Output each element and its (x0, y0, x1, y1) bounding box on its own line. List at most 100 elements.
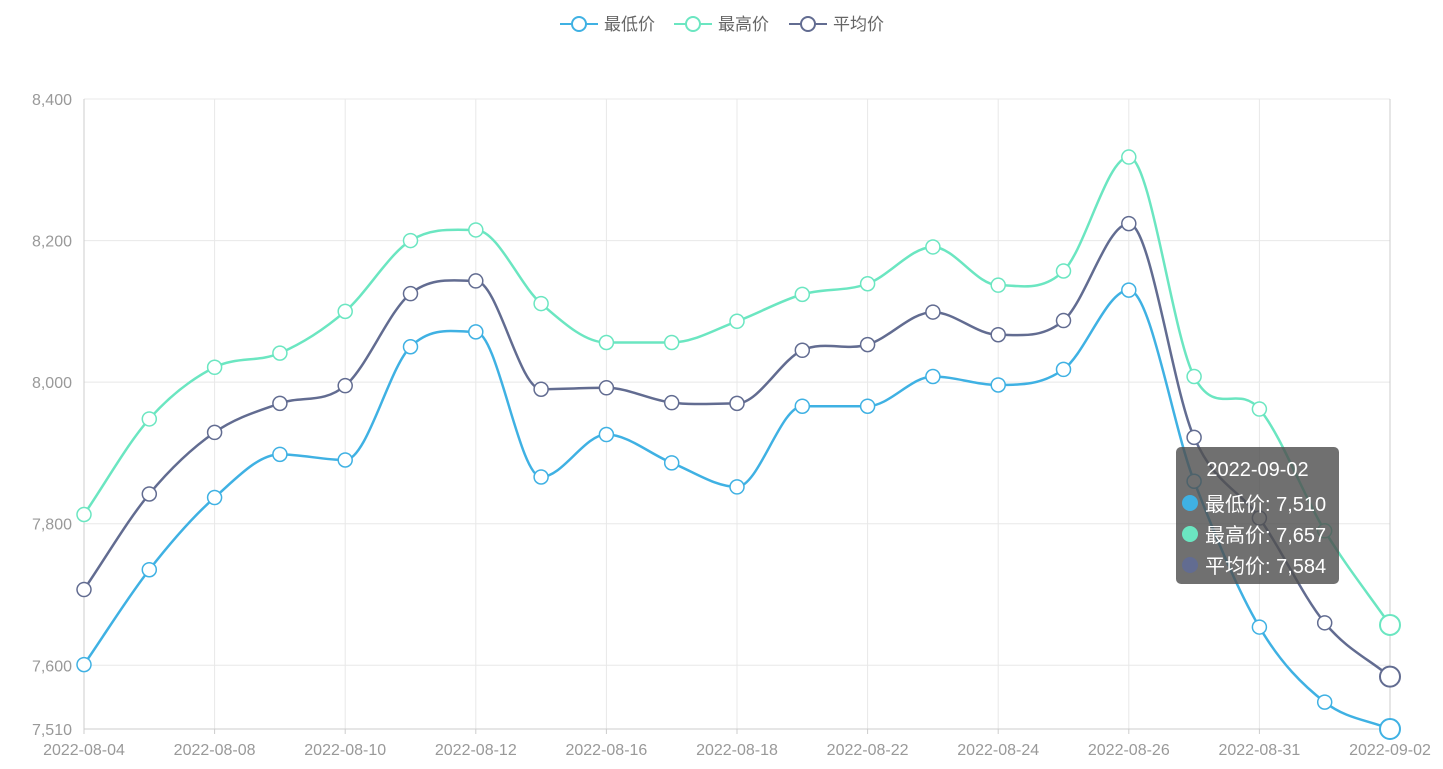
data-point (468, 324, 484, 340)
data-point (1316, 694, 1333, 710)
y-tick-label: 8,000 (32, 375, 72, 392)
data-point (76, 581, 92, 598)
data-point (859, 398, 876, 414)
data-point (663, 394, 680, 411)
data-point (272, 345, 288, 361)
x-tick-label: 2022-08-04 (43, 742, 125, 759)
data-point (1379, 613, 1401, 636)
y-tick-label: 7,510 (32, 722, 72, 739)
data-point (1379, 718, 1401, 740)
data-point (990, 326, 1006, 343)
data-point (729, 395, 745, 412)
y-tick-label: 7,600 (32, 658, 72, 675)
y-tick-label: 8,400 (32, 92, 72, 109)
data-point (141, 411, 158, 427)
data-point (1121, 215, 1137, 232)
y-tick-label: 8,200 (32, 234, 72, 251)
tooltip-dot-max (1182, 525, 1198, 542)
data-point (729, 479, 745, 495)
x-tick-label: 2022-08-22 (827, 742, 909, 759)
series-points (76, 149, 1401, 740)
x-tick-label: 2022-08-18 (696, 742, 778, 759)
tooltip-title: 2022-09-02 (1206, 459, 1309, 481)
data-point (598, 426, 615, 443)
x-tick-label: 2022-08-24 (957, 742, 1039, 759)
data-point (76, 656, 92, 673)
data-point (337, 377, 353, 394)
data-point (402, 232, 419, 249)
data-point (1316, 615, 1333, 631)
data-point (990, 377, 1006, 393)
x-tick-label: 2022-08-08 (174, 742, 256, 759)
legend-marker (685, 16, 701, 32)
x-tick-label: 2022-08-26 (1088, 742, 1170, 759)
data-point (206, 424, 223, 441)
data-point (337, 452, 353, 468)
data-point (990, 277, 1006, 293)
data-point (141, 486, 158, 502)
tooltip-label: 平均价: 7,584 (1205, 556, 1327, 578)
data-point (859, 336, 876, 353)
axes: 7,510 7,600 7,800 8,000 8,200 8,400 2022-08-04… (32, 92, 1431, 759)
data-point (76, 506, 92, 523)
data-point (794, 398, 811, 414)
data-point (1121, 282, 1137, 298)
x-tick-label: 2022-08-10 (304, 742, 386, 759)
data-point (206, 489, 223, 506)
legend-marker (571, 16, 587, 32)
legend-label: 最低价 (604, 15, 655, 34)
data-point (598, 380, 615, 396)
data-point (468, 273, 484, 289)
data-point (141, 561, 158, 578)
x-tick-label: 2022-08-31 (1218, 742, 1300, 759)
tooltip-row: 最高价: 7,657 (1176, 518, 1339, 549)
x-tick-label: 2022-08-12 (435, 742, 517, 759)
legend: 最低价 最高价 平均价 (560, 15, 884, 34)
tooltip-dot-min (1182, 494, 1198, 511)
data-point (925, 304, 941, 320)
data-point (663, 455, 680, 471)
tooltip: 2022-09-02 最低价: 7,510 最高价: 7,657 平均价: 7,… (1176, 447, 1339, 584)
y-tick-label: 7,800 (32, 517, 72, 534)
series-line (82, 222, 1391, 678)
data-point (794, 286, 811, 303)
data-point (402, 339, 419, 355)
data-point (1055, 361, 1072, 378)
data-point (859, 276, 876, 292)
data-point (1186, 429, 1202, 446)
data-point (794, 342, 811, 359)
data-point (402, 285, 419, 302)
data-point (925, 239, 941, 255)
legend-label: 最高价 (718, 15, 769, 34)
x-tick-label: 2022-09-02 (1349, 742, 1431, 759)
data-point (206, 359, 223, 376)
data-point (1379, 665, 1401, 688)
data-point (1251, 401, 1268, 417)
data-point (598, 334, 615, 351)
data-point (1055, 312, 1072, 329)
grid (84, 98, 1390, 729)
data-point (663, 334, 680, 351)
data-point (533, 381, 549, 397)
data-point (1251, 619, 1268, 635)
data-point (1186, 368, 1202, 385)
tooltip-row: 最低价: 7,510 (1176, 487, 1339, 518)
tooltip-label: 最低价: 7,510 (1205, 494, 1327, 516)
tooltip-label: 最高价: 7,657 (1205, 525, 1327, 547)
data-point (468, 222, 484, 238)
tooltip-dot-avg (1182, 556, 1198, 573)
data-point (925, 368, 941, 385)
data-point (272, 446, 288, 463)
legend-label: 平均价 (833, 15, 884, 34)
data-point (729, 313, 745, 330)
data-point (533, 469, 549, 485)
data-point (337, 303, 353, 320)
legend-marker (800, 16, 816, 32)
data-point (1121, 149, 1137, 165)
x-tick-label: 2022-08-16 (565, 742, 647, 759)
data-point (533, 295, 549, 312)
data-point (1055, 263, 1072, 279)
tooltip-row: 平均价: 7,584 (1176, 549, 1339, 580)
data-point (272, 395, 288, 412)
